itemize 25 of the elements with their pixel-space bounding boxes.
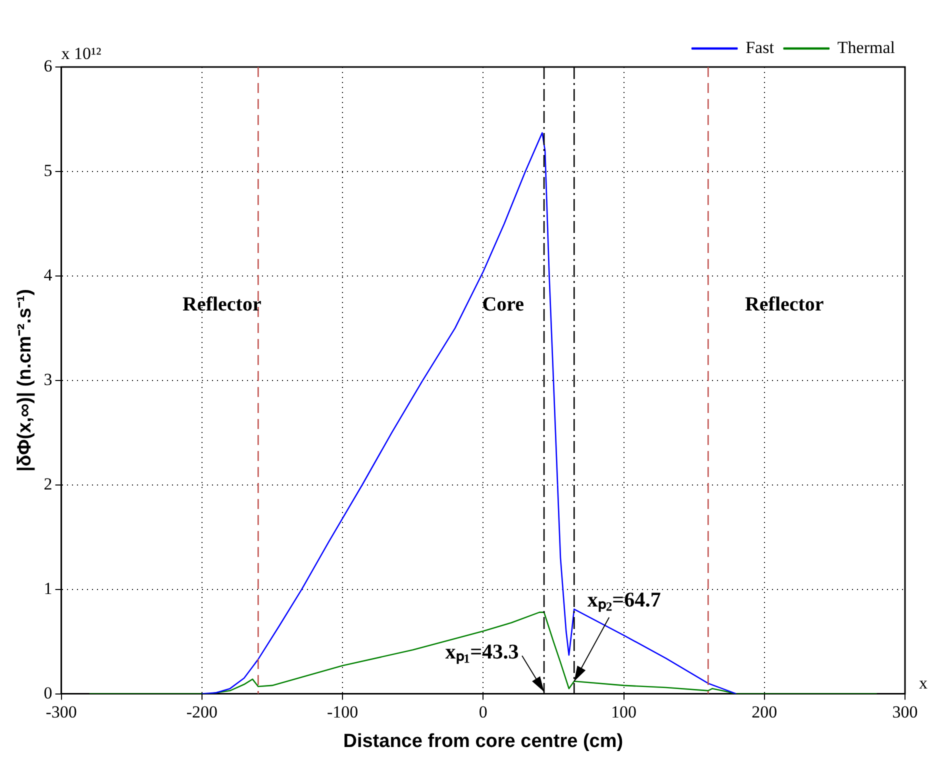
x-tick-label: -100 [326,702,358,722]
text: x [919,673,928,692]
y-tick-label: 4 [44,265,53,284]
x-tick-label: 0 [478,702,488,722]
annotation: Core [482,293,524,316]
x-tick-label: 300 [892,702,918,722]
x-tick-label: -300 [46,702,77,722]
legend-label: Thermal [837,38,896,57]
y-tick-label: 5 [44,160,52,180]
annotation: xₚ₂=64.7 [587,587,661,612]
x-axis-title: Distance from core centre (cm) [343,730,624,752]
y-tick-label: 0 [44,683,52,702]
y-axis-title: |δΦ(x,∞)| (n.cm⁻².s⁻¹) [14,289,36,472]
y-tick-label: 1 [44,578,52,598]
y-tick-label: 3 [44,370,52,389]
x-tick-label: 200 [752,702,778,722]
annotation: xₚ₁=43.3 [445,640,519,665]
y-tick-label: 6 [44,56,52,76]
x-tick-label: -200 [186,702,218,722]
annotation: Reflector [182,293,262,316]
x-tick-label: 100 [611,702,637,722]
text: x 10¹² [61,44,102,63]
legend-label: Fast [746,38,774,57]
annotation: Reflector [744,293,824,316]
y-tick-label: 2 [44,474,52,494]
